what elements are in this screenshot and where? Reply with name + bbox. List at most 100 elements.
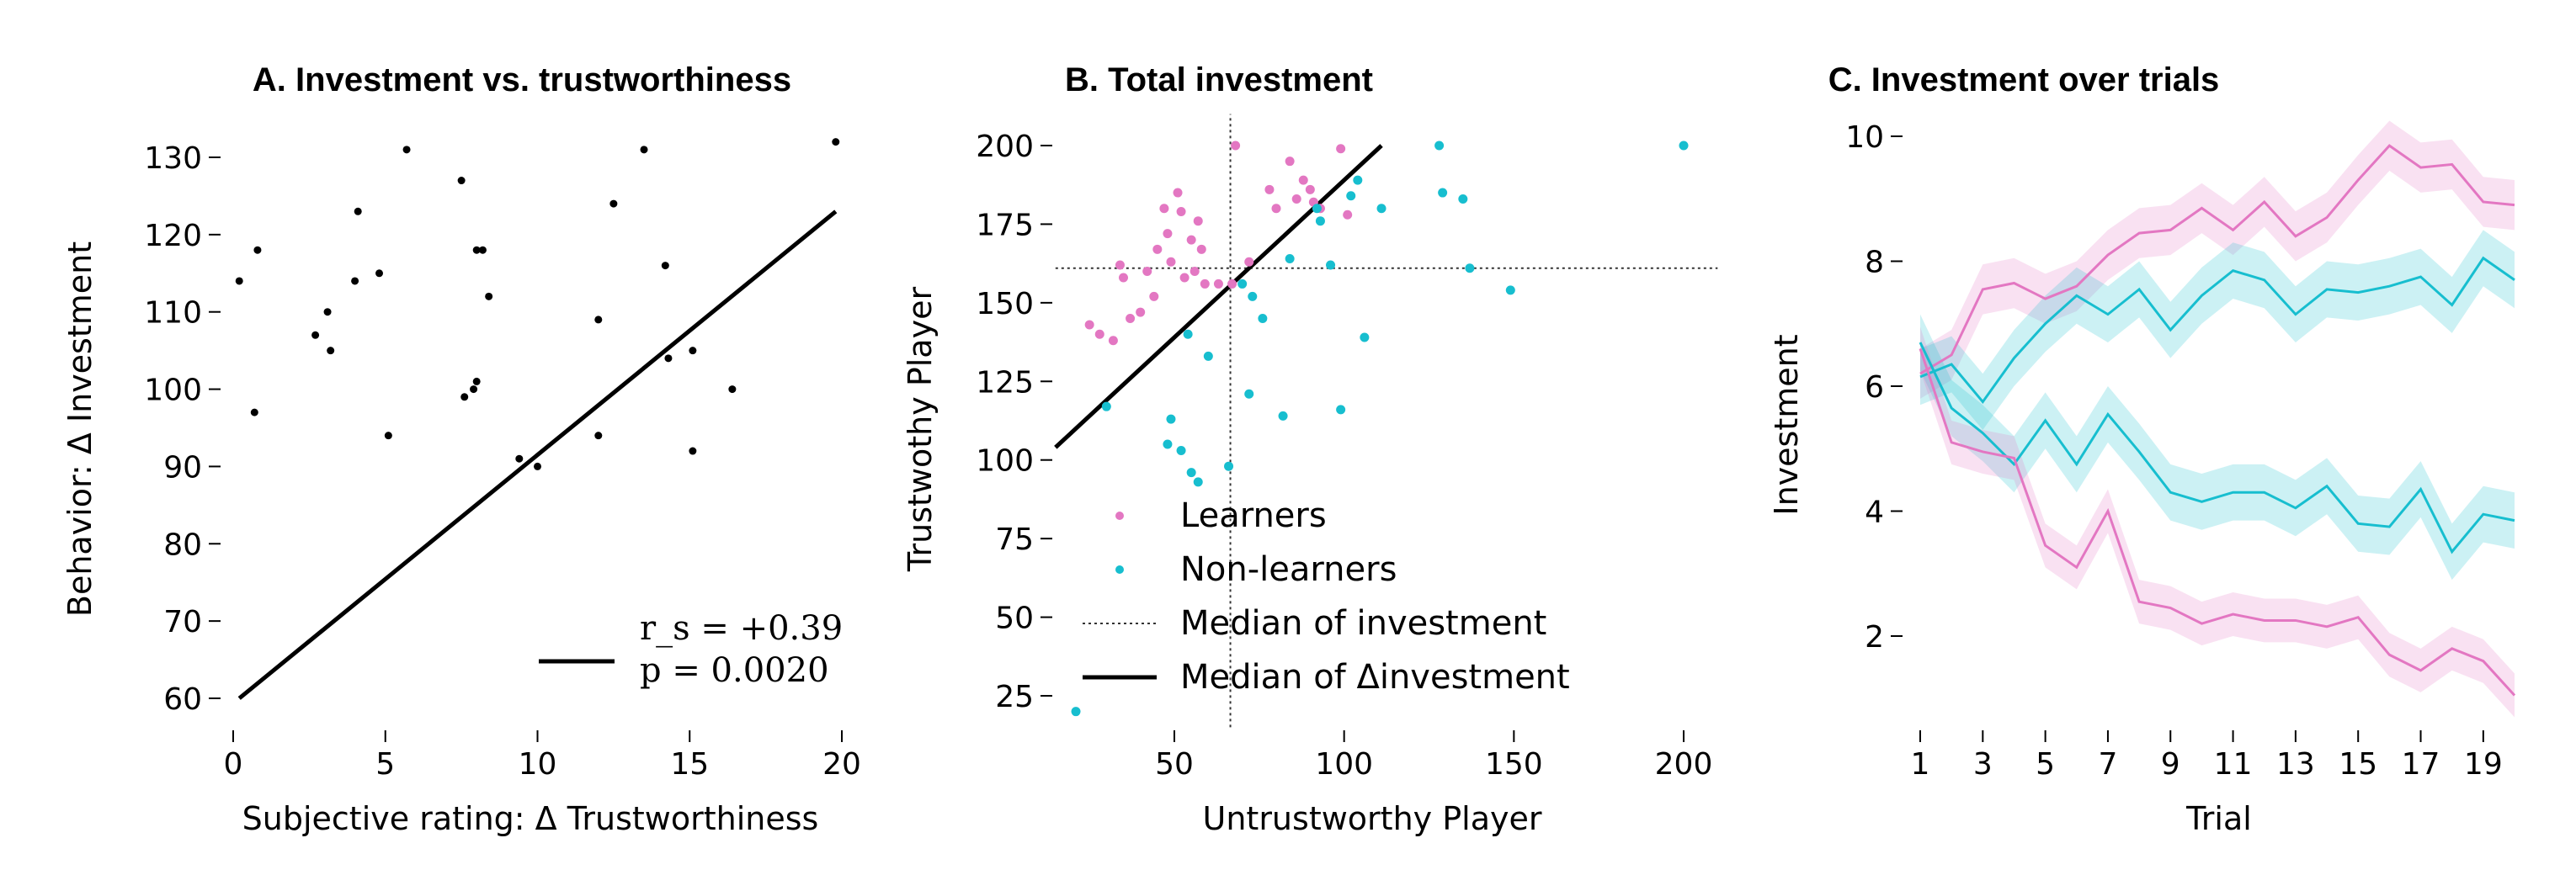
panel-a-point	[515, 454, 524, 463]
panel-b-learner-point	[1136, 307, 1146, 317]
panel-b-learner-point	[1291, 194, 1301, 204]
panel-b-learner-point	[1119, 273, 1128, 283]
panel-b-learner-point	[1159, 204, 1169, 214]
panel-b-learner-point	[1108, 336, 1118, 346]
panel-a-title: A. Investment vs. trustworthiness	[253, 61, 791, 98]
panel-c-ytick-label: 4	[1865, 496, 1884, 530]
panel-a-ytick-label: 80	[163, 528, 202, 562]
panel-c-xtick-label: 17	[2402, 747, 2440, 782]
panel-a-xlabel: Subjective rating: Δ Trustworthiness	[242, 800, 819, 837]
panel-a-xtick-label: 20	[822, 747, 861, 782]
panel-a-point	[311, 331, 320, 339]
panel-b-nonlearner-point	[1360, 332, 1370, 342]
panel-b-nonlearner-point	[1183, 329, 1193, 339]
panel-a-legend-p: p = 0.0020	[640, 651, 829, 690]
panel-b-learner-point	[1094, 329, 1104, 339]
panel-c-band-2	[1920, 230, 2515, 430]
panel-b-nonlearner-point	[1166, 414, 1176, 424]
panel-b-learner-point	[1190, 266, 1200, 276]
legend-learners-label: Learners	[1180, 496, 1327, 535]
panel-b-ytick-label: 25	[995, 680, 1034, 714]
panel-b-ytick-label: 125	[976, 365, 1034, 400]
panel-b-nonlearner-point	[1346, 191, 1356, 201]
panel-a-point	[728, 385, 737, 394]
panel-b-nonlearner-point	[1224, 461, 1234, 471]
panel-c-bands	[1920, 120, 2515, 718]
panel-a-points	[235, 138, 840, 470]
panel-b-learner-point	[1336, 144, 1346, 154]
panel-b-xtick-label: 100	[1315, 747, 1373, 782]
panel-a-fit-line	[237, 209, 838, 700]
panel-a-point	[485, 292, 493, 300]
panel-c: C. Investment over trials Trial Investme…	[1768, 61, 2516, 837]
panel-c-ylabel: Investment	[1768, 334, 1805, 515]
panel-b: B. Total investment Untrustworthy Player…	[902, 61, 1718, 837]
panel-a-point	[327, 347, 335, 355]
panel-a-xtick-label: 5	[375, 747, 395, 782]
legend-median-delta-label: Median of Δinvestment	[1180, 658, 1570, 697]
panel-b-learner-point	[1142, 266, 1152, 276]
panel-a-point	[323, 308, 332, 316]
panel-a-legend: r_s = +0.39 p = 0.0020	[539, 609, 843, 690]
panel-c-xtick-label: 19	[2464, 747, 2503, 782]
panel-b-learner-point	[1126, 314, 1136, 324]
panel-b-learner-point	[1149, 291, 1159, 301]
panel-a-point	[689, 347, 697, 355]
legend-learners-marker	[1115, 512, 1124, 520]
panel-c-xtick-label: 13	[2276, 747, 2315, 782]
panel-a-point	[235, 277, 243, 285]
panel-b-ytick-label: 100	[976, 444, 1034, 479]
panel-b-ytick-label: 75	[995, 522, 1034, 557]
panel-b-nonlearner-point	[1326, 260, 1336, 270]
panel-a-point	[640, 146, 648, 154]
panel-b-learner-point	[1163, 229, 1173, 239]
panel-b-nonlearner-point	[1353, 175, 1363, 185]
panel-c-xtick-label: 5	[2036, 747, 2055, 782]
panel-b-nonlearner-point	[1336, 405, 1346, 415]
panel-b-nonlearner-point	[1315, 216, 1325, 226]
panel-b-ylabel: Trustwothy Player	[902, 287, 939, 573]
panel-a-ytick-label: 110	[144, 296, 202, 331]
panel-c-band-1	[1920, 120, 2515, 399]
panel-b-ytick-label: 150	[976, 287, 1034, 321]
panel-a-xtick-label: 10	[519, 747, 557, 782]
panel-b-nonlearner-point	[1258, 314, 1268, 324]
panel-b-nonlearner-point	[1438, 188, 1448, 198]
panel-a-point	[250, 408, 258, 416]
panel-b-learner-point	[1166, 257, 1176, 267]
panel-b-learner-point	[1298, 175, 1308, 185]
panel-a-point	[594, 316, 603, 324]
panel-a-point	[351, 277, 359, 285]
panel-b-learner-point	[1173, 188, 1183, 198]
panel-c-ytick-label: 8	[1865, 246, 1884, 280]
panel-b-nonlearner-point	[1434, 141, 1445, 151]
panel-b-nonlearner-point	[1203, 351, 1213, 361]
panel-a-point	[253, 246, 262, 254]
panel-b-legend: Learners Non-learners Median of investme…	[1083, 496, 1570, 697]
panel-a-ticks: 0 5 10 15 20 60 70 80 90 100 110 120 130	[144, 141, 861, 782]
panel-c-xlabel: Trial	[2185, 800, 2252, 837]
panel-b-learner-point	[1115, 260, 1125, 270]
panel-b-median-lines	[1054, 114, 1718, 728]
panel-c-band-4	[1920, 326, 2515, 718]
panel-a-point	[594, 432, 603, 440]
panel-a-point	[402, 146, 411, 154]
panel-a-point	[460, 393, 469, 401]
panel-c-xtick-label: 3	[1973, 747, 1993, 782]
panel-c-ytick-label: 10	[1845, 120, 1884, 155]
panel-b-learner-point	[1213, 278, 1223, 289]
panel-b-nonlearner-point	[1285, 254, 1295, 264]
panel-b-learner-point	[1343, 209, 1353, 220]
panel-c-lines	[1919, 144, 2516, 697]
panel-b-ytick-label: 200	[976, 130, 1034, 164]
panel-a-point	[375, 269, 384, 278]
panel-b-learner-point	[1152, 244, 1163, 254]
panel-c-xtick-label: 1	[1911, 747, 1930, 782]
panel-c-title: C. Investment over trials	[1828, 61, 2220, 98]
panel-a-point	[609, 199, 618, 208]
panel-b-nonlearner-point	[1071, 707, 1081, 717]
panel-b-nonlearner-point	[1193, 477, 1203, 487]
panel-a-point	[534, 462, 541, 470]
